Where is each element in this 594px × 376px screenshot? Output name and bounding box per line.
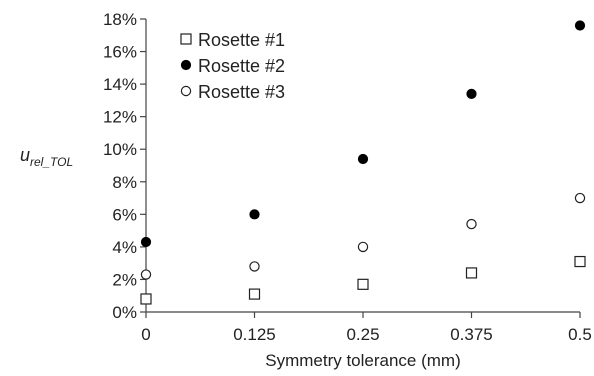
data-point: [357, 241, 369, 253]
data-point: [248, 288, 261, 300]
x-axis-title: Symmetry tolerance (mm): [265, 351, 461, 370]
y-tick-label: 4%: [112, 238, 137, 257]
x-tick-label: 0.375: [450, 325, 493, 344]
y-tick-label: 18%: [103, 10, 137, 29]
y-axis-title-main: u: [20, 145, 30, 165]
legend-entry: Rosette #3: [180, 82, 285, 102]
y-tick-label: 12%: [103, 108, 137, 127]
x-tick-label: 0.25: [346, 325, 379, 344]
y-tick-label: 16%: [103, 43, 137, 62]
y-axis-ticks: 0% 2% 4% 6% 8% 10% 12% 14% 16% 18%: [103, 10, 146, 322]
data-point: [466, 218, 477, 230]
y-tick-label: 8%: [112, 173, 137, 192]
series-1: [140, 255, 586, 305]
y-tick-label: 6%: [112, 205, 137, 224]
legend-marker: [180, 33, 192, 45]
data-point: [574, 255, 586, 268]
data-point: [466, 88, 477, 99]
data-point: [249, 261, 260, 272]
y-tick-label: 0%: [112, 303, 137, 322]
legend-marker: [180, 85, 192, 97]
data-points: [140, 20, 586, 305]
legend-entry: Rosette #2: [180, 56, 285, 76]
legend-label: Rosette #2: [198, 56, 285, 76]
data-point: [140, 269, 152, 280]
x-tick-label: 0.5: [568, 325, 592, 344]
legend-label: Rosette #3: [198, 82, 285, 102]
legend-entry: Rosette #1: [180, 30, 285, 50]
series-3: [140, 192, 586, 280]
data-point: [357, 278, 369, 290]
y-tick-label: 14%: [103, 75, 137, 94]
data-point: [574, 192, 586, 204]
y-axis-title-subscript: rel_TOL: [30, 155, 73, 169]
y-tick-label: 10%: [103, 140, 137, 159]
series-2: [140, 20, 586, 248]
data-point: [140, 236, 152, 248]
x-tick-label: 0: [141, 325, 150, 344]
data-point: [357, 153, 369, 165]
data-point: [249, 209, 260, 220]
legend-marker: [180, 59, 192, 71]
y-axis-title: urel_TOL: [20, 145, 73, 169]
legend: Rosette #1 Rosette #2 Rosette #3: [180, 30, 285, 102]
data-point: [574, 20, 586, 31]
data-point: [140, 293, 152, 305]
legend-label: Rosette #1: [198, 30, 285, 50]
y-tick-label: 2%: [112, 270, 137, 289]
x-axis-ticks: 0 0.125 0.25 0.375 0.5: [141, 312, 592, 344]
x-tick-label: 0.125: [233, 325, 276, 344]
data-point: [465, 267, 478, 279]
